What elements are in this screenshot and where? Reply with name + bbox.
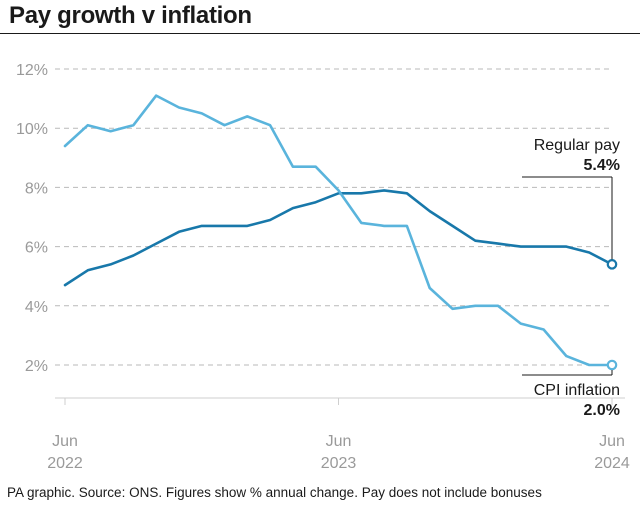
regular-pay-line: [63, 189, 614, 287]
y-tick-label: 10%: [16, 121, 48, 138]
x-tick-label: Jun: [326, 433, 352, 450]
x-axis: Jun 2022 Jun 2023 Jun 2024: [47, 397, 630, 472]
series-lines: [63, 94, 618, 371]
y-tick-label: 2%: [25, 358, 48, 375]
cpi-inflation-end-marker: [606, 359, 618, 371]
y-tick-label: 6%: [25, 240, 48, 257]
x-tick-label: 2022: [47, 455, 83, 472]
chart-title: Pay growth v inflation: [9, 2, 252, 29]
cpi-value: 2.0%: [584, 402, 620, 419]
cpi-inflation-line: [63, 94, 614, 367]
y-tick-label: 8%: [25, 180, 48, 197]
x-tick-label: Jun: [599, 433, 625, 450]
regular-pay-label: Regular pay: [534, 137, 620, 154]
y-tick-label: 12%: [16, 62, 48, 79]
x-tick-label: 2024: [594, 455, 630, 472]
source-footer: PA graphic. Source: ONS. Figures show % …: [7, 485, 542, 500]
line-chart: 2% 4% 6% 8% 10% 12% Jun 2022 Jun 2023 Jun 2024 Reg…: [16, 62, 630, 472]
y-axis-ticks: 2% 4% 6% 8% 10% 12%: [16, 62, 48, 375]
regular-pay-end-marker: [606, 259, 618, 270]
gridlines: [55, 68, 612, 366]
annotations: Regular pay 5.4% CPI inflation 2.0%: [522, 137, 620, 419]
cpi-label: CPI inflation: [534, 382, 620, 399]
x-tick-label: Jun: [52, 433, 78, 450]
title-rule: [0, 33, 640, 34]
x-tick-label: 2023: [321, 455, 357, 472]
y-tick-label: 4%: [25, 299, 48, 316]
regular-pay-value: 5.4%: [584, 157, 620, 174]
